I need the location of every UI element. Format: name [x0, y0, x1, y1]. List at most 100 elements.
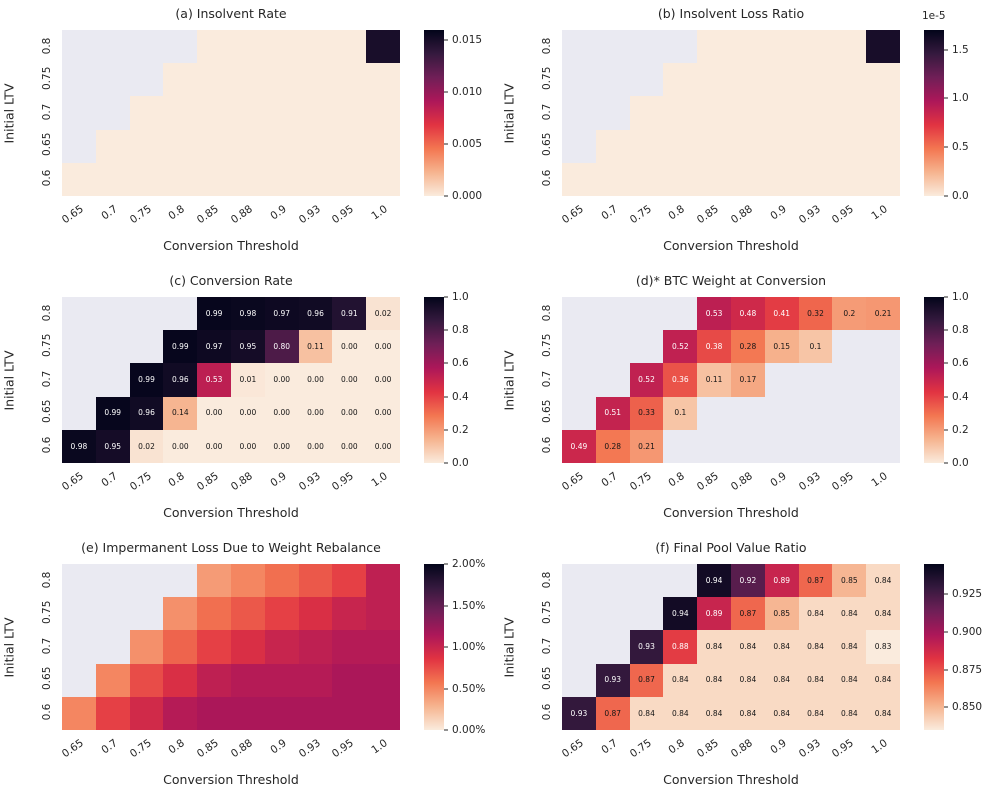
colorbar-tick [944, 593, 948, 595]
cell-annotation: 0.84 [773, 642, 791, 652]
heatmap-cell: 0.17 [730, 363, 765, 397]
heatmap-cell [562, 63, 596, 96]
colorbar-tick-label: 0.010 [452, 86, 483, 99]
heatmap-cell [197, 63, 231, 97]
colorbar-tick-label: 0.8 [452, 324, 469, 337]
heatmap-cell [663, 30, 697, 63]
heatmap-cell [562, 664, 596, 697]
heatmap-cell: 0.53 [697, 297, 731, 331]
colorbar: 1.0 0.8 0.6 0.4 0.2 0.0 [424, 291, 498, 469]
heatmap-cell [62, 664, 96, 697]
heatmap-cell [332, 696, 367, 730]
cell-annotation: 0.84 [840, 609, 858, 619]
heatmap-cell [764, 96, 799, 130]
heatmap-cell [799, 430, 833, 463]
heatmap-cell [129, 129, 164, 163]
colorbar-tick-label: 0.005 [452, 138, 483, 151]
heatmap-cell [629, 162, 664, 196]
y-tick-label: 0.65 [41, 666, 53, 691]
heatmap-cell: 0.52 [629, 363, 664, 397]
cell-annotation: 0.99 [205, 308, 223, 318]
cell-annotation: 0.33 [638, 408, 655, 418]
y-tick-label: 0.8 [41, 571, 53, 588]
heatmap-cell: 0.98 [62, 429, 96, 463]
colorbar-gradient [424, 297, 444, 463]
x-tick-label: 0.95 [330, 203, 357, 227]
cell-annotation: 0.38 [705, 342, 723, 352]
heatmap-cell: 0.00 [366, 396, 400, 430]
heatmap-cell: 0.00 [197, 429, 231, 463]
heatmap-cell [298, 129, 333, 163]
heatmap-cell [163, 96, 198, 130]
heatmap-cell [596, 30, 630, 63]
heatmap-cell [630, 330, 664, 363]
heatmap-cell: 0.51 [595, 396, 630, 430]
cell-annotation: 0.28 [739, 342, 757, 352]
y-tick-label: 0.7 [541, 370, 553, 388]
heatmap-cell [62, 130, 96, 163]
heatmap-cell [264, 162, 299, 196]
colorbar: 1e-5 1.5 1.0 0.5 0.0 [922, 10, 998, 202]
x-tick-label: 0.88 [228, 737, 255, 761]
cell-annotation: 0.41 [773, 308, 791, 318]
colorbar-tick-label: 0.50% [452, 682, 486, 695]
x-tick-label: 0.88 [728, 470, 755, 494]
heatmap-cell [697, 30, 731, 64]
y-axis-label: Initial LTV [500, 564, 518, 730]
heatmap-cells: 0.99 0.98 0.97 0.96 0.91 0.02 0.99 0.97 0.95 0.80… [62, 297, 400, 463]
heatmap-cell: 0.84 [697, 630, 731, 664]
cell-annotation: 0.21 [874, 308, 892, 318]
cell-annotation: 0.98 [70, 441, 88, 451]
x-tick-label: 0.75 [127, 203, 154, 227]
cell-annotation: 0.84 [705, 708, 723, 718]
cell-annotation: 0.99 [171, 342, 189, 352]
y-tick-label: 0.6 [541, 170, 553, 187]
heatmap-cell [832, 96, 867, 130]
heatmap-cell [366, 630, 400, 664]
heatmap-cell [730, 63, 765, 97]
x-tick-label: 0.7 [99, 737, 120, 757]
colorbar-tick [444, 143, 448, 145]
y-tick-label: 0.75 [41, 66, 53, 90]
colorbar-ticks: 2.00% 1.50% 1.00% 0.50% 0.00% [444, 558, 498, 736]
y-tick-label: 0.75 [41, 600, 53, 624]
cell-annotation: 0.36 [671, 375, 689, 385]
heatmap-cell [764, 30, 799, 64]
cell-annotation: 0.53 [205, 375, 223, 385]
heatmap-cell [129, 162, 164, 196]
x-tick-label: 1.0 [869, 203, 890, 223]
heatmap-cell: 0.21 [866, 297, 900, 331]
colorbar-tick [944, 296, 948, 298]
heatmap-cell [230, 63, 265, 97]
heatmap-cell [264, 564, 299, 598]
heatmap-cell [62, 30, 96, 63]
heatmap-cell [832, 430, 866, 463]
cell-annotation: 0.84 [874, 708, 892, 718]
cell-annotation: 0.01 [239, 375, 257, 385]
cell-annotation: 0.00 [239, 441, 257, 451]
cell-annotation: 0.84 [739, 708, 757, 718]
cell-annotation: 0.88 [671, 642, 689, 652]
x-tick-labels: 0.65 0.7 0.75 0.8 0.85 0.88 0.9 0.93 0.95 1.0 [560, 465, 900, 503]
heatmap-cell [630, 63, 664, 96]
heatmap-cell [798, 129, 833, 163]
heatmap-cell [62, 397, 96, 430]
heatmap-cell [663, 63, 698, 97]
heatmap-cell [62, 363, 96, 396]
heatmap-cell: 0.98 [230, 297, 265, 331]
colorbar-gradient [924, 297, 944, 463]
heatmap-cell: 0.84 [663, 663, 698, 697]
heatmap-cell [663, 162, 698, 196]
heatmap-cell [799, 397, 833, 430]
y-tick-label: 0.65 [541, 399, 553, 424]
heatmap-cell [264, 63, 299, 97]
colorbar-tick [444, 329, 448, 331]
heatmap-cell: 0.93 [595, 663, 630, 697]
heatmap-cell: 0.32 [798, 297, 833, 331]
heatmap-cell [130, 63, 164, 96]
x-tick-label: 0.88 [228, 203, 255, 227]
heatmap-cell [130, 597, 164, 630]
heatmap-cell [765, 397, 799, 430]
x-tick-label: 0.85 [194, 203, 221, 227]
